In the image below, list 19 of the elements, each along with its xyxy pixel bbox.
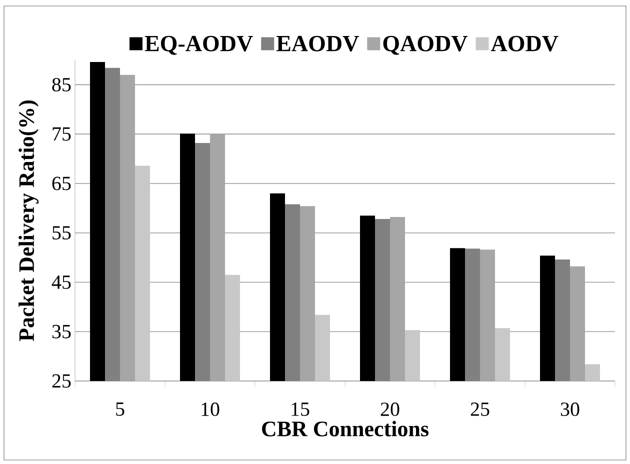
y-axis-title: Packet Delivery Ratio(%) xyxy=(18,100,39,342)
x-tick-label: 10 xyxy=(202,402,220,416)
y-tick-label: 65 xyxy=(52,176,71,190)
y-tick-label: 55 xyxy=(52,226,71,240)
x-tick-label: 20 xyxy=(380,402,400,416)
y-tick-label: 25 xyxy=(52,374,71,388)
legend-label: QAODV xyxy=(383,36,468,55)
x-tick-label: 15 xyxy=(292,402,310,416)
x-tick-label: 25 xyxy=(470,402,490,416)
x-axis-title: CBR Connections xyxy=(262,420,428,436)
legend-label: EAODV xyxy=(276,36,359,52)
y-tick-label: 75 xyxy=(52,127,71,141)
x-tick-label: 30 xyxy=(560,402,580,416)
legend-label: AODV xyxy=(490,36,558,52)
y-tick-label: 35 xyxy=(52,324,71,338)
y-tick-label: 45 xyxy=(52,276,71,289)
legend-label: EQ-AODV xyxy=(144,36,253,55)
x-tick-label: 5 xyxy=(116,402,124,416)
y-tick-label: 85 xyxy=(52,78,71,92)
